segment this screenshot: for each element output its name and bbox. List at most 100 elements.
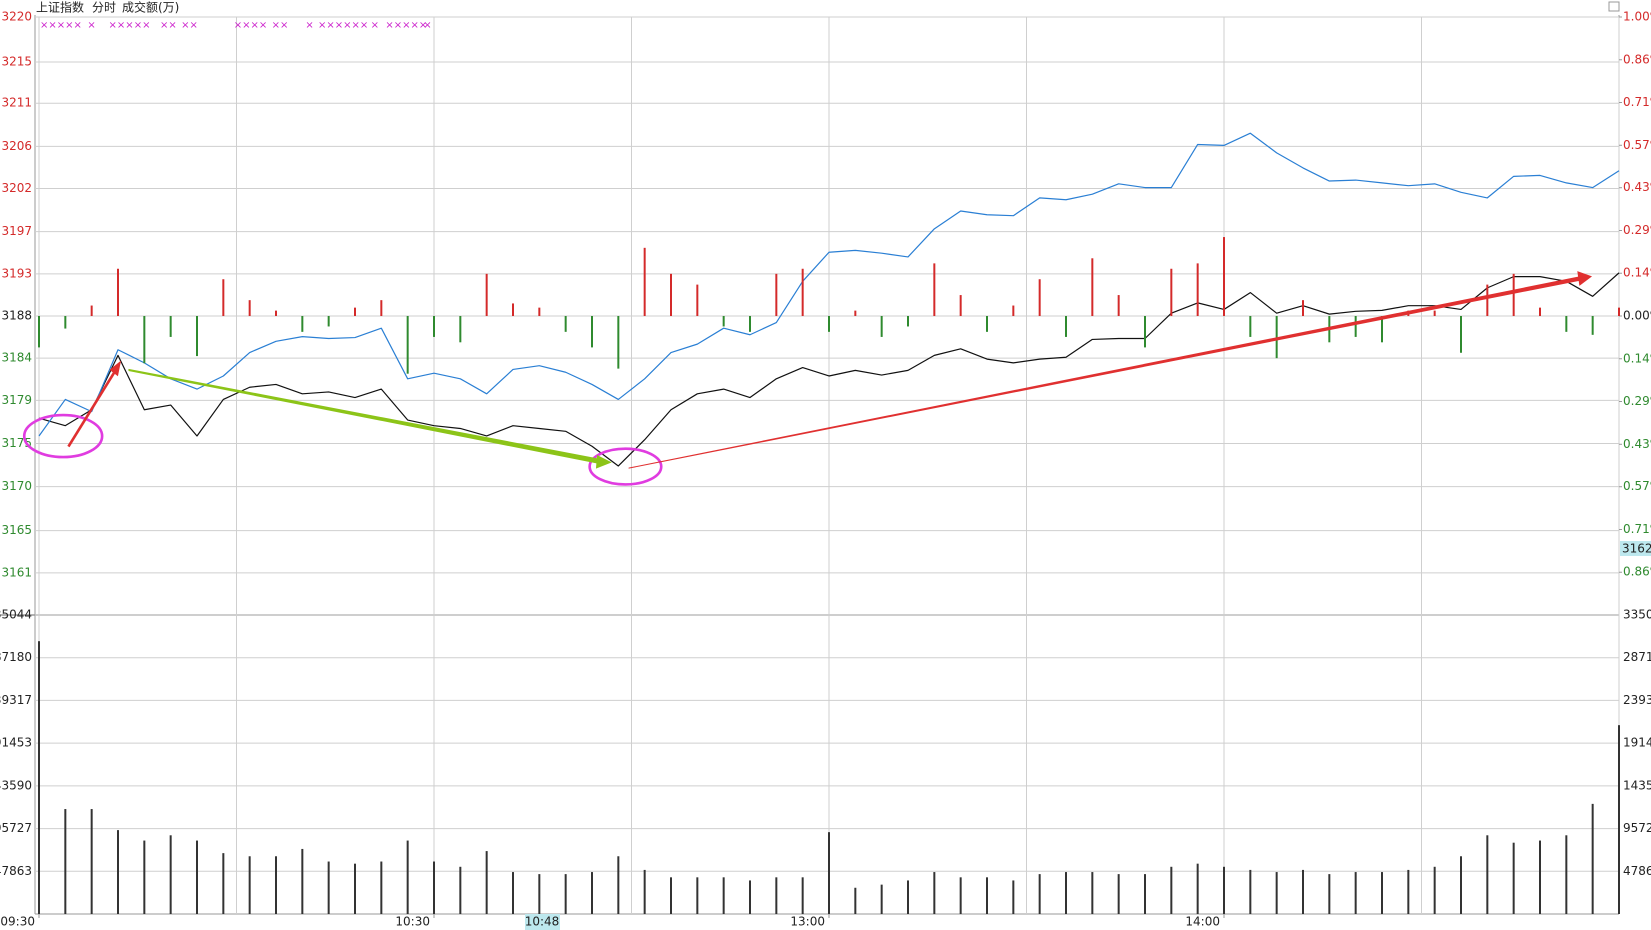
indicator-bar — [1565, 316, 1568, 332]
indicator-bar — [986, 316, 988, 332]
indicator-bar — [90, 305, 93, 316]
y-tick-label: 239317 — [0, 693, 32, 707]
indicator-bar — [1512, 273, 1515, 316]
y-tick-label: 3211 — [1, 96, 32, 110]
signal-marker: ××××× — [40, 20, 82, 31]
indicator-bar — [722, 316, 725, 327]
volume-bar — [1249, 869, 1252, 914]
volume-bar — [275, 856, 277, 914]
y-tick-label-right: 47863 — [1623, 864, 1651, 878]
indicator-bar — [670, 273, 672, 316]
volume-bar — [1144, 874, 1146, 914]
volume-bar — [1539, 840, 1541, 914]
y-tick-label: 3215 — [1, 54, 32, 68]
volume-bar — [38, 641, 40, 914]
indicator-bar — [959, 295, 962, 316]
indicator-bar — [301, 316, 304, 332]
indicator-bar — [907, 316, 909, 327]
volume-bar — [1486, 835, 1489, 914]
signal-marker: ××× — [108, 20, 133, 31]
volume-bar — [722, 877, 725, 914]
volume-bar — [354, 863, 356, 914]
indicator-bar — [1223, 237, 1225, 316]
volume-bar — [433, 861, 435, 914]
y-tick-label: 3179 — [1, 393, 32, 407]
indicator-bar — [1618, 307, 1620, 316]
indicator-bar — [1038, 279, 1041, 316]
arrow — [628, 276, 1581, 469]
y-tick-label-right: 239317 — [1623, 693, 1651, 707]
y-tick-label: 191453 — [0, 736, 32, 750]
volume-bar — [696, 877, 699, 914]
indicator-bar — [512, 303, 514, 316]
signal-marker: × — [423, 20, 431, 31]
volume-bar — [1038, 874, 1041, 914]
y2-tick-label: 0.29% — [1623, 394, 1651, 408]
volume-bar — [1223, 866, 1225, 914]
arrow — [67, 369, 117, 448]
window-icon[interactable] — [1608, 1, 1620, 12]
indicator-bar — [1275, 316, 1278, 359]
indicator-bar — [1354, 316, 1357, 337]
volume-bar — [512, 872, 514, 914]
y-tick-label: 335044 — [0, 608, 32, 622]
chart-subtitle: 分时 — [92, 1, 116, 15]
y-tick-label: 287180 — [0, 650, 32, 664]
y-tick-label: 3206 — [1, 139, 32, 153]
signal-marker: ×× — [134, 20, 151, 31]
indicator-bar — [248, 300, 251, 316]
chart-title: 上证指数 — [36, 0, 84, 15]
indicator-bar — [143, 316, 146, 364]
volume-bar — [1065, 872, 1067, 914]
cursor-time: 10:48 — [525, 915, 560, 929]
volume-bar — [1275, 872, 1278, 914]
y2-tick-label: 0.86% — [1623, 52, 1651, 66]
volume-bar — [1407, 869, 1410, 914]
indicator-bar — [643, 247, 646, 316]
volume-bar — [1302, 869, 1304, 914]
signal-marker: ×× — [272, 20, 289, 31]
x-tick-label: 09:30 — [0, 915, 35, 929]
y2-tick-label: 0.14% — [1623, 266, 1651, 280]
indicator-bar — [406, 316, 409, 374]
volume-bar — [64, 809, 67, 914]
volume-bar — [907, 880, 909, 914]
y-tick-label: 3184 — [1, 351, 32, 365]
volume-bar — [406, 840, 409, 914]
volume-bar — [143, 840, 146, 914]
y-tick-label: 47863 — [0, 864, 32, 878]
indicator-bar — [1196, 263, 1199, 316]
y-tick-label: 3161 — [1, 565, 32, 579]
arrow-head — [109, 360, 122, 377]
y-tick-label-right: 191453 — [1623, 736, 1651, 750]
indicator-bar — [1065, 316, 1067, 337]
volume-bar — [1618, 725, 1620, 914]
y-tick-label-right: 95727 — [1623, 821, 1651, 835]
y2-tick-label: 1.00% — [1623, 10, 1651, 24]
indicator-bar — [196, 316, 198, 357]
indicator-bar — [538, 307, 541, 316]
indicator-bar — [1460, 316, 1462, 353]
circle-annotation — [22, 413, 104, 459]
indicator-bar — [564, 316, 567, 332]
price-line — [38, 132, 1620, 437]
signal-marker: × — [371, 20, 379, 31]
volume-bar — [1512, 842, 1515, 914]
y-tick-label-right: 335044 — [1623, 608, 1651, 622]
x-tick-label: 10:30 — [395, 915, 430, 929]
indicator-bar — [880, 316, 883, 337]
signal-marker: ×× — [181, 20, 198, 31]
signal-marker: × — [87, 20, 95, 31]
y2-tick-label: 0.71% — [1623, 522, 1651, 536]
volume-bar — [538, 874, 541, 914]
indicator-bar — [354, 307, 356, 316]
y2-tick-label: 0.57% — [1623, 479, 1651, 493]
volume-bar — [1117, 874, 1120, 914]
plot-area: 3220 3215 3211 3206 3202 3197 3193 3188 3184 3179… — [0, 10, 1651, 929]
indicator-bar — [1486, 284, 1489, 316]
volume-bar — [248, 856, 251, 914]
y-tick-label: 143590 — [0, 778, 32, 792]
indicator-bar — [1170, 268, 1173, 316]
volume-bar — [617, 856, 620, 914]
